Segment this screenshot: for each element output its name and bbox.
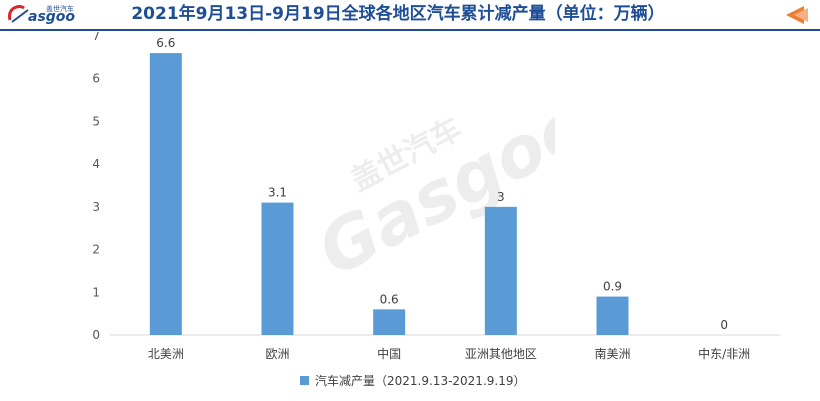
page-title: 2021年9月13日-9月19日全球各地区汽车累计减产量（单位：万辆） (131, 4, 665, 24)
x-tick-label: 南美洲 (594, 346, 630, 361)
legend-swatch (300, 376, 309, 385)
data-label: 0 (720, 318, 728, 332)
data-label: 0.6 (380, 292, 399, 306)
bar (149, 53, 182, 335)
y-tick-label: 6 (92, 72, 100, 86)
data-label: 3.1 (268, 186, 287, 200)
data-label: 6.6 (156, 36, 175, 50)
svg-text:asgoo: asgoo (28, 9, 75, 25)
y-tick-label: 7 (92, 32, 100, 43)
gasgoo-watermark: Gasgoo 盖世汽车 (295, 82, 602, 292)
y-tick-label: 5 (92, 114, 100, 128)
back-arrow-icon[interactable] (782, 4, 812, 26)
data-label: 0.9 (603, 280, 622, 294)
bar-chart: 0 1 2 3 4 5 6 7 6.6 北美洲 3.1 欧洲 0.6 中国 3 亚洲其他地区 0.9 南美洲 0 中东… (92, 32, 780, 361)
x-tick-label: 欧洲 (265, 347, 289, 361)
x-tick-label: 中东/非洲 (698, 346, 750, 361)
gasgoo-logo: asgoo 盖世汽车 (6, 2, 86, 32)
title-divider (0, 29, 820, 31)
legend-label: 汽车减产量（2021.9.13-2021.9.19） (315, 374, 526, 388)
svg-text:盖世汽车: 盖世汽车 (46, 4, 74, 13)
x-tick-label: 中国 (377, 346, 401, 361)
bar (596, 296, 629, 335)
y-tick-label: 0 (92, 328, 100, 342)
bar (484, 206, 517, 335)
y-tick-label: 2 (92, 243, 100, 257)
bar (261, 202, 294, 335)
y-tick-label: 1 (92, 285, 100, 299)
chart-legend: 汽车减产量（2021.9.13-2021.9.19） (300, 372, 525, 389)
y-tick-label: 4 (92, 157, 100, 171)
y-tick-label: 3 (92, 200, 100, 214)
x-tick-label: 亚洲其他地区 (465, 347, 537, 361)
data-label: 3 (497, 190, 505, 204)
x-tick-label: 北美洲 (148, 347, 184, 361)
bar (373, 309, 406, 335)
